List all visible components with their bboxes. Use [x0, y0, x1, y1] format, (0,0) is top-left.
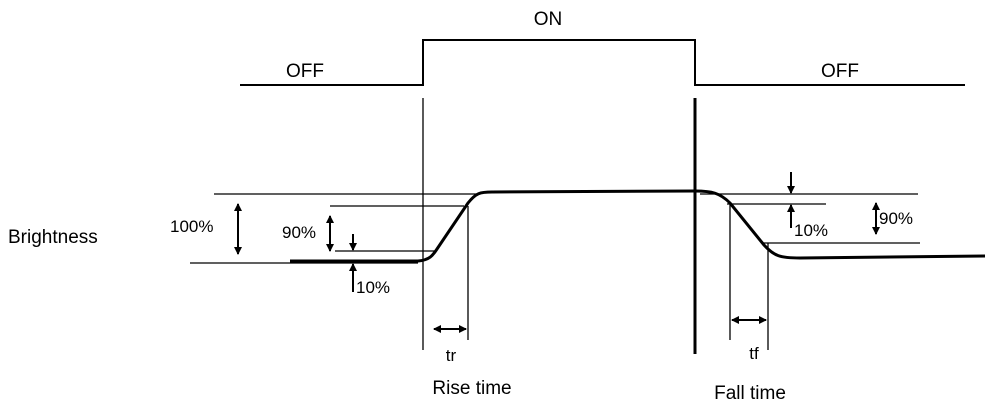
on-label: ON [534, 9, 563, 30]
fall-10-label: 10% [794, 221, 828, 240]
rise-10-label: 10% [356, 278, 390, 297]
off-label-right: OFF [821, 61, 859, 82]
brightness-waveform [290, 189, 986, 263]
rise-time-symbol: tr [446, 346, 457, 365]
drive-signal-waveform [240, 39, 965, 86]
off-label-left: OFF [286, 61, 324, 82]
rise-time-caption: Rise time [432, 378, 511, 399]
rise-90-label: 90% [282, 223, 316, 242]
fall-90-label: 90% [879, 209, 913, 228]
brightness-label: Brightness [8, 227, 98, 248]
fall-time-symbol: tf [749, 344, 759, 363]
fall-time-caption: Fall time [714, 383, 786, 404]
level-100-label: 100% [170, 217, 213, 236]
